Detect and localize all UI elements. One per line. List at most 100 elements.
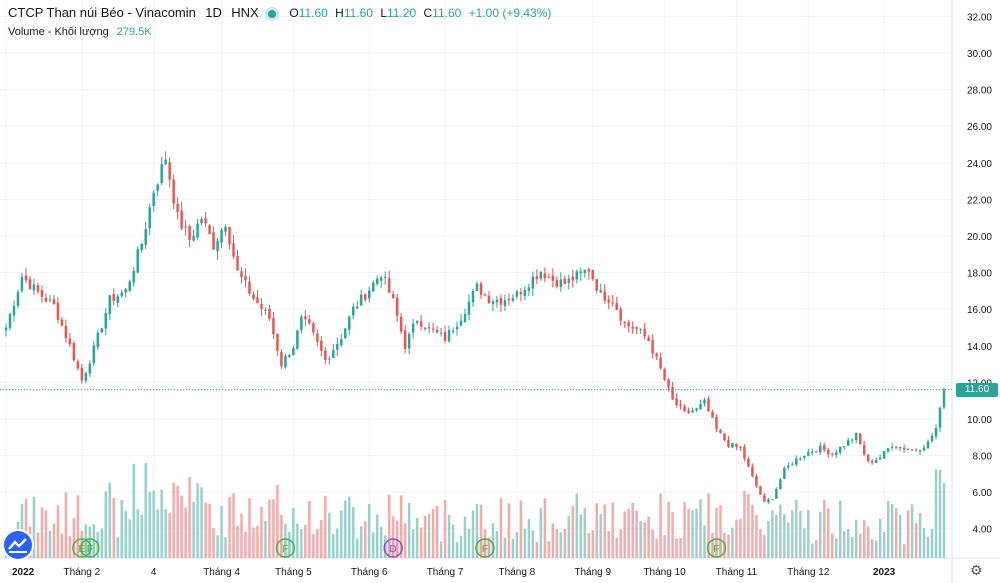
volume-legend[interactable]: Volume - Khối lượng 279.5K — [8, 26, 152, 38]
candle — [659, 352, 662, 370]
interval[interactable]: 1D — [205, 5, 222, 20]
volume-bar — [152, 490, 155, 558]
volume-bar — [252, 527, 255, 558]
y-tick-label: 24.00 — [967, 159, 992, 170]
volume-bar — [539, 508, 543, 558]
volume-bar — [862, 520, 866, 558]
volume-bar — [308, 500, 311, 558]
volume-bar — [244, 531, 247, 558]
volume-bar — [224, 537, 227, 558]
volume-bar — [607, 531, 610, 558]
candle — [268, 304, 271, 321]
volume-bar — [363, 521, 367, 558]
candle — [503, 294, 507, 311]
candle — [40, 285, 44, 303]
volume-bar — [164, 509, 167, 558]
candle — [288, 354, 291, 358]
tradingview-logo-icon[interactable] — [4, 531, 32, 559]
volume-bar — [795, 499, 798, 558]
candle — [256, 290, 259, 304]
market-status-icon — [268, 9, 276, 18]
candle — [563, 275, 567, 285]
volume-bar — [910, 504, 914, 558]
candle — [32, 278, 36, 296]
event-marker[interactable]: F — [475, 538, 495, 558]
candle — [383, 271, 387, 285]
volume-bar — [148, 491, 151, 558]
y-tick-label: 28.00 — [967, 86, 992, 97]
candle — [930, 432, 934, 443]
volume-bar — [403, 523, 407, 558]
volume-bar — [312, 534, 315, 558]
candle — [874, 457, 878, 464]
candle — [124, 287, 127, 298]
candle — [455, 321, 459, 336]
candle — [324, 346, 327, 365]
volume-bar — [471, 510, 475, 558]
gear-icon[interactable]: ⚙ — [970, 562, 983, 578]
volume-bar — [200, 487, 203, 558]
candle — [479, 281, 483, 299]
candle — [471, 288, 475, 307]
volume-bar — [663, 535, 666, 558]
volume-bar — [619, 529, 622, 558]
volume-bar — [555, 529, 559, 558]
event-marker-letter: F — [282, 544, 288, 555]
event-marker[interactable]: E — [72, 538, 92, 558]
candle — [555, 276, 559, 289]
candle — [611, 295, 614, 307]
volume-bar — [48, 530, 52, 558]
volume-bar — [751, 504, 754, 558]
candle — [735, 443, 738, 451]
event-marker[interactable]: F — [706, 538, 727, 558]
volume-bar — [894, 508, 898, 558]
volume-bar — [890, 504, 894, 558]
candle — [799, 456, 802, 462]
volume-bar — [391, 516, 395, 558]
y-tick-label: 4.00 — [973, 525, 993, 536]
candle — [459, 313, 463, 327]
volume-bar — [248, 498, 251, 558]
volume-bar — [463, 516, 467, 558]
candle — [316, 329, 319, 346]
candle — [188, 224, 191, 248]
candle — [942, 387, 946, 410]
volume-bar — [854, 519, 858, 558]
event-marker[interactable]: F — [275, 538, 296, 558]
volume-bar — [387, 494, 391, 558]
y-tick-label: 32.00 — [967, 12, 992, 23]
volume-bar — [451, 524, 455, 558]
candle — [120, 289, 123, 299]
event-marker[interactable]: F — [80, 538, 100, 558]
volume-bar — [715, 507, 718, 558]
volume-bar — [902, 544, 906, 558]
candle — [914, 448, 918, 452]
volume-bar — [415, 517, 419, 558]
volume-bar — [651, 529, 654, 558]
volume-bar — [348, 496, 351, 558]
candle — [463, 308, 467, 323]
volume-bar — [36, 532, 40, 558]
candle — [763, 493, 766, 503]
volume-bar — [667, 501, 670, 558]
candle — [671, 381, 674, 400]
candle — [264, 307, 267, 316]
symbol-legend[interactable]: CTCP Than núi Béo - Vinacomin 1D HNX O11… — [8, 5, 555, 20]
volume-bar — [779, 504, 782, 558]
volume-bar — [379, 526, 383, 558]
volume-bar — [328, 512, 331, 558]
candle — [823, 442, 826, 453]
y-tick-label: 10.00 — [967, 415, 992, 426]
volume-bar — [475, 504, 479, 558]
candle — [691, 407, 694, 413]
volume-bar — [443, 499, 447, 558]
volume-bar — [367, 503, 371, 558]
candle — [160, 156, 163, 186]
volume-bar — [260, 506, 263, 558]
candle — [567, 274, 571, 290]
candle — [599, 283, 602, 293]
candle — [783, 466, 786, 480]
candle — [767, 497, 770, 504]
event-marker[interactable]: D — [383, 538, 403, 558]
